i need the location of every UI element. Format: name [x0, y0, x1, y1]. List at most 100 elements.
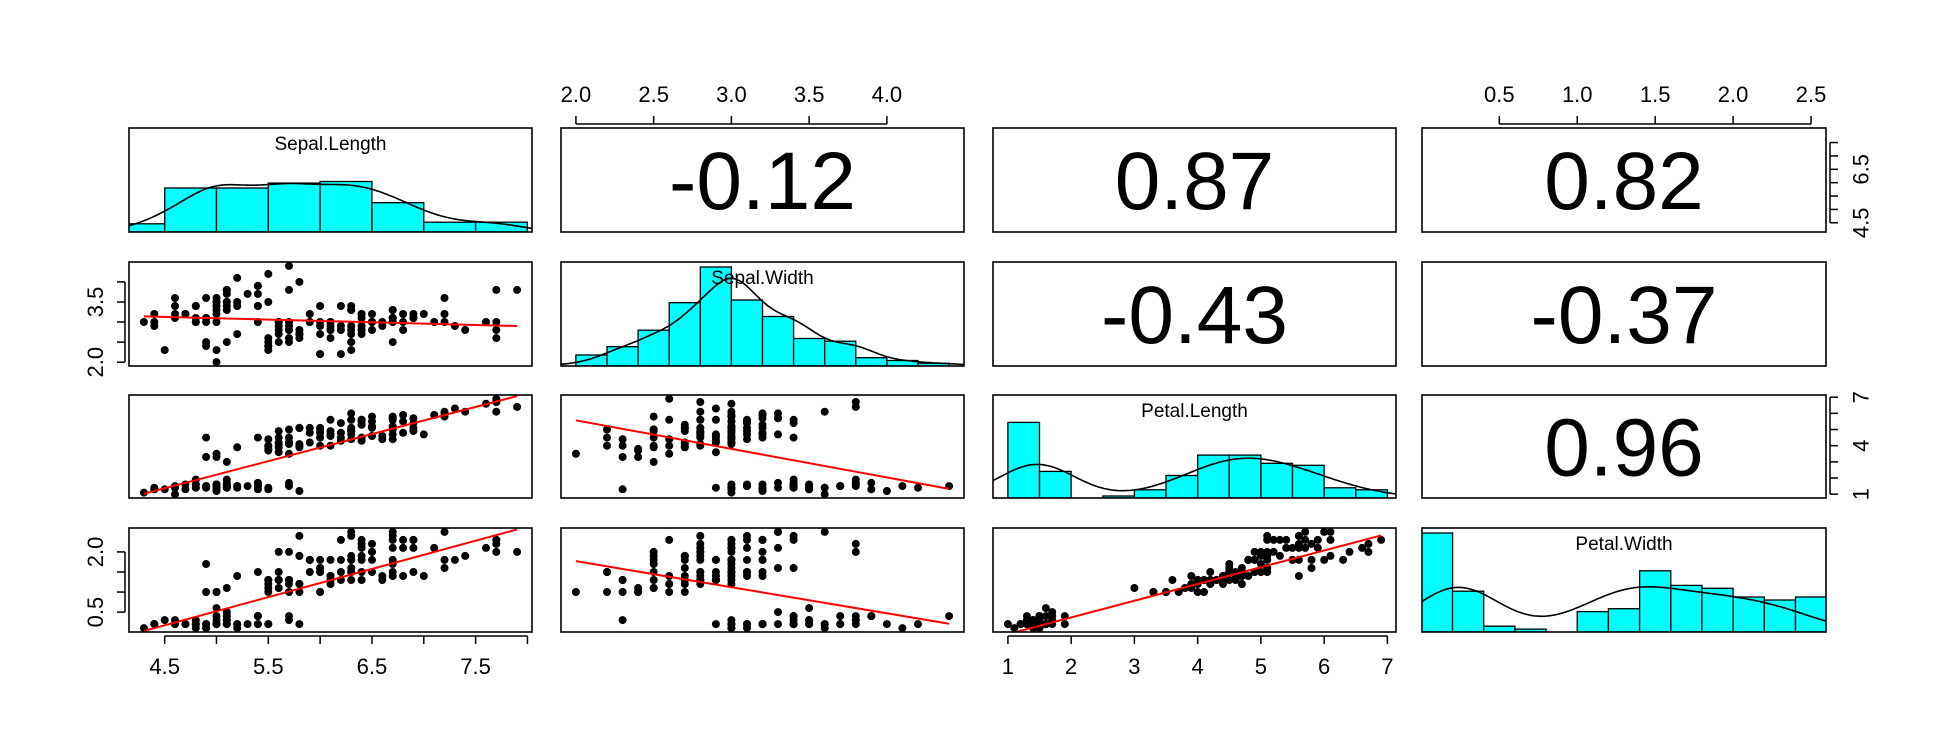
scatter-point: [711, 568, 720, 576]
histogram-bar: [1451, 590, 1485, 632]
scatter-point: [665, 415, 674, 424]
scatter-point: [680, 551, 689, 560]
panel-frame: [128, 394, 533, 499]
panel-frame: [128, 527, 533, 633]
scatter-point: [696, 407, 705, 416]
scatter-point: [1294, 572, 1303, 580]
panel-frame: [992, 527, 1397, 633]
histogram-bar: [1228, 454, 1262, 498]
scatter-point: [253, 289, 262, 298]
scatter-point: [1269, 547, 1278, 556]
scatter-point: [618, 616, 627, 625]
scatter-point: [202, 560, 211, 568]
scatter-point: [139, 488, 148, 497]
histogram-bar: [319, 180, 373, 232]
scatter-point: [774, 414, 782, 423]
tick-label: 4.5: [1849, 208, 1874, 239]
scatter-point: [758, 535, 767, 544]
panel-frame: [560, 127, 965, 233]
scatter-point: [1307, 564, 1316, 572]
tick-label: 4.5: [149, 654, 180, 679]
scatter-point: [1358, 543, 1367, 552]
scatter-point: [243, 482, 252, 491]
scatter-point: [409, 543, 418, 552]
scatter-point: [264, 435, 273, 444]
axis-bottom-sepal-length: 4.5 5.5 6.5 7.5: [149, 635, 529, 679]
scatter-point: [758, 483, 767, 492]
scatter-point: [618, 485, 627, 494]
scatter-point: [150, 620, 159, 629]
scatter-point: [181, 310, 190, 318]
scatter-point: [171, 302, 179, 310]
scatter-point: [264, 269, 273, 278]
histogram-bar: [1763, 599, 1797, 632]
tick-label: 2.0: [561, 82, 592, 107]
scatter-point: [336, 419, 345, 428]
tick-label: 4: [1849, 440, 1874, 452]
scatter-point: [492, 547, 501, 556]
scatter-point: [711, 404, 720, 413]
scatter-point: [1016, 620, 1025, 629]
scatter-point: [295, 580, 304, 588]
scatter-point: [898, 624, 907, 632]
scatter-point: [212, 318, 221, 326]
scatter-point: [274, 427, 283, 436]
scatter-point: [191, 302, 200, 310]
panel-frame: [1421, 261, 1827, 367]
panel-frame: [992, 394, 1397, 499]
scatter-point: [789, 620, 798, 629]
scatter-point: [513, 285, 522, 294]
scatter-point: [285, 326, 293, 334]
tick-label: 1.0: [1562, 82, 1593, 107]
scatter-point: [898, 482, 907, 491]
histogram-bar: [129, 223, 166, 232]
scatter-point: [774, 564, 782, 572]
correlation-value: 0.87: [1115, 136, 1275, 227]
histogram-bar: [267, 182, 321, 232]
scatter-point: [171, 490, 179, 498]
scatter-point: [1041, 604, 1050, 613]
scatter-point: [450, 404, 459, 413]
scatter-point: [399, 318, 408, 326]
scatter-point: [461, 326, 470, 334]
scatter-point: [492, 334, 501, 343]
scatter-point: [649, 457, 658, 466]
scatter-point: [649, 425, 658, 434]
scatter-point: [347, 302, 356, 310]
scatter-point: [1269, 535, 1278, 544]
scatter-point: [285, 262, 293, 270]
scatter-point: [181, 620, 190, 629]
histogram-bar: [1197, 454, 1230, 498]
tick-label: 1: [1002, 654, 1014, 679]
scatter-point: [274, 568, 283, 576]
correlation-value: -0.12: [669, 136, 856, 227]
scatter-point: [202, 483, 211, 492]
scatter-point: [820, 490, 829, 498]
scatter-point: [285, 616, 293, 625]
scatter-point: [285, 425, 293, 434]
scatter-point: [774, 620, 782, 629]
scatter-point: [1275, 535, 1284, 544]
scatter-point: [388, 528, 397, 536]
scatter-point: [758, 620, 767, 629]
scatter-point: [820, 528, 829, 536]
scatter-point: [513, 547, 522, 556]
histogram-bar: [1133, 489, 1167, 498]
density-curve: [993, 457, 1396, 495]
histogram-bar: [761, 315, 795, 366]
scatter-point: [1326, 528, 1335, 536]
scatter-point: [571, 588, 580, 596]
scatter-point: [285, 576, 293, 584]
panel-frame: [560, 527, 965, 633]
scatter-point: [603, 441, 611, 450]
scatter-point: [1244, 572, 1253, 580]
histogram-bar: [423, 221, 477, 232]
scatter-point: [727, 407, 736, 416]
scatter-point: [399, 543, 408, 552]
scatter-point: [727, 564, 736, 572]
scatter-point: [634, 453, 643, 461]
scatter-point: [1003, 620, 1012, 629]
scatter-point: [222, 338, 231, 347]
scatter-point: [774, 528, 782, 536]
